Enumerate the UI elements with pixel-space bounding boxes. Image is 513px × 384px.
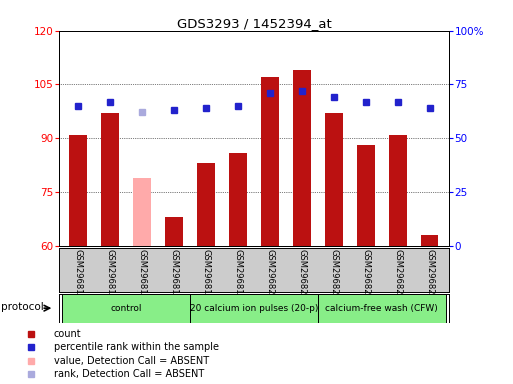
Text: control: control	[110, 304, 142, 313]
Bar	[357, 146, 374, 246]
Text: GSM296814: GSM296814	[74, 250, 83, 300]
Text: GSM296818: GSM296818	[202, 250, 210, 300]
Text: GSM296815: GSM296815	[106, 250, 114, 300]
Text: 20 calcium ion pulses (20-p): 20 calcium ion pulses (20-p)	[190, 304, 318, 313]
Text: count: count	[54, 329, 82, 339]
Bar	[261, 77, 279, 246]
Bar	[69, 135, 87, 246]
Title: GDS3293 / 1452394_at: GDS3293 / 1452394_at	[176, 17, 331, 30]
Text: GSM296823: GSM296823	[361, 250, 370, 300]
Bar	[293, 70, 311, 246]
Text: GSM296824: GSM296824	[393, 250, 402, 300]
Text: calcium-free wash (CFW): calcium-free wash (CFW)	[325, 304, 438, 313]
Bar	[165, 217, 183, 246]
Text: GSM296822: GSM296822	[329, 250, 339, 300]
Text: protocol: protocol	[1, 302, 44, 312]
Text: GSM296825: GSM296825	[425, 250, 434, 300]
Text: GSM296816: GSM296816	[137, 250, 147, 300]
Bar	[421, 235, 439, 246]
Text: rank, Detection Call = ABSENT: rank, Detection Call = ABSENT	[54, 369, 204, 379]
Text: value, Detection Call = ABSENT: value, Detection Call = ABSENT	[54, 356, 209, 366]
Text: GSM296817: GSM296817	[169, 250, 179, 300]
Bar	[318, 294, 446, 323]
Bar	[197, 163, 215, 246]
Bar	[62, 294, 190, 323]
Bar	[389, 135, 406, 246]
Bar	[229, 152, 247, 246]
Bar	[325, 113, 343, 246]
Text: GSM296819: GSM296819	[233, 250, 243, 300]
Bar	[133, 178, 151, 246]
Bar	[190, 294, 318, 323]
Text: GSM296820: GSM296820	[265, 250, 274, 300]
Text: percentile rank within the sample: percentile rank within the sample	[54, 342, 219, 352]
Text: GSM296821: GSM296821	[298, 250, 306, 300]
Bar	[102, 113, 119, 246]
